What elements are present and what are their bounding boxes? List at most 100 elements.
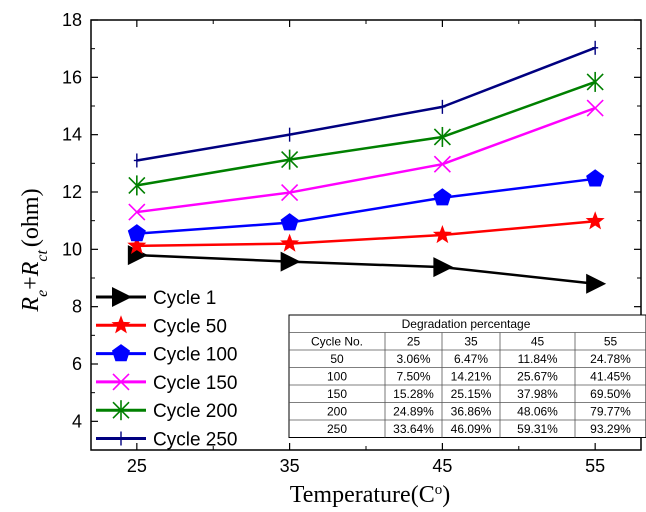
legend-item: Cycle 1 bbox=[96, 287, 216, 309]
marker-stroke bbox=[128, 203, 146, 221]
axis-ticks: 4 6 8 10 12 14 16 18 25 35 45 55 bbox=[62, 10, 641, 476]
table-header-cell: Cycle No. bbox=[311, 335, 363, 349]
series-line bbox=[136, 253, 596, 285]
data-point-marker bbox=[118, 431, 124, 446]
table-header-cell: 25 bbox=[407, 335, 421, 349]
data-point-marker bbox=[133, 153, 140, 168]
y-tick-label: 4 bbox=[72, 411, 82, 431]
data-point-marker bbox=[586, 169, 605, 187]
table-cell: 36.86% bbox=[451, 405, 492, 419]
data-point-marker bbox=[439, 99, 446, 114]
legend-item: Cycle 250 bbox=[96, 430, 238, 451]
table-cell: 100 bbox=[327, 370, 347, 384]
data-point-marker bbox=[280, 233, 300, 252]
series-cycle-250 bbox=[133, 40, 599, 168]
marker-stroke bbox=[586, 99, 604, 117]
y-tick-label: 6 bbox=[72, 354, 82, 374]
table-cell: 25.15% bbox=[451, 387, 492, 401]
series-cycle-100 bbox=[127, 169, 605, 242]
data-point-marker bbox=[281, 149, 299, 170]
table-cell: 15.28% bbox=[393, 387, 434, 401]
data-point-marker bbox=[112, 287, 132, 307]
table-cell: 41.45% bbox=[590, 370, 631, 384]
data-point-marker bbox=[433, 188, 452, 206]
table-header-cell: 35 bbox=[464, 335, 478, 349]
data-point-marker bbox=[127, 224, 146, 242]
y-axis-title: Re+Rct(ohm) bbox=[18, 188, 51, 312]
data-point-marker bbox=[128, 203, 146, 221]
table-cell: 200 bbox=[327, 405, 347, 419]
series-cycle-1 bbox=[127, 245, 607, 294]
table-cell: 7.50% bbox=[396, 370, 430, 384]
series-line bbox=[136, 219, 596, 248]
data-point-marker bbox=[433, 257, 454, 278]
table-cell: 33.64% bbox=[393, 422, 434, 436]
data-point-marker bbox=[586, 273, 607, 294]
table-cell: 250 bbox=[327, 422, 347, 436]
legend-label: Cycle 100 bbox=[153, 345, 238, 366]
table-cell: 24.78% bbox=[590, 352, 631, 366]
data-point-marker bbox=[586, 99, 604, 117]
x-axis-title: Temperature(Co) bbox=[290, 482, 450, 508]
legend-item: Cycle 100 bbox=[96, 344, 238, 366]
table-cell: 6.47% bbox=[454, 352, 488, 366]
data-point-marker bbox=[586, 71, 604, 92]
legend: Cycle 1 Cycle 50 Cycle 100 Cycle 150 Cycle 2… bbox=[96, 287, 238, 451]
table-cell: 14.21% bbox=[451, 370, 492, 384]
degradation-table: Degradation percentage Cycle No. 25 35 45 55 5… bbox=[288, 314, 646, 438]
y-tick-label: 12 bbox=[62, 182, 82, 202]
series-line bbox=[136, 106, 596, 214]
marker-stroke bbox=[281, 184, 299, 202]
data-point-marker bbox=[286, 127, 293, 142]
series-line bbox=[136, 177, 596, 235]
table-cell: 150 bbox=[327, 387, 347, 401]
legend-label: Cycle 150 bbox=[153, 373, 238, 394]
x-tick-label: 55 bbox=[585, 456, 605, 476]
data-point-marker bbox=[585, 211, 605, 230]
table-cell: 59.31% bbox=[517, 422, 558, 436]
data-point-marker bbox=[111, 344, 131, 362]
data-point-marker bbox=[112, 400, 130, 421]
data-point-marker bbox=[280, 213, 299, 231]
legend-label: Cycle 1 bbox=[153, 288, 216, 309]
x-tick-label: 45 bbox=[432, 456, 452, 476]
data-point-marker bbox=[433, 155, 451, 173]
table-cell: 50 bbox=[330, 352, 344, 366]
marker-stroke bbox=[433, 155, 451, 173]
table-cell: 25.67% bbox=[517, 370, 558, 384]
data-point-marker bbox=[127, 235, 147, 254]
data-point-marker bbox=[281, 184, 299, 202]
marker-stroke bbox=[112, 373, 130, 391]
legend-label: Cycle 200 bbox=[153, 401, 238, 422]
series-line bbox=[136, 46, 596, 162]
table-cell: 48.06% bbox=[517, 405, 558, 419]
series-cycle-50 bbox=[127, 211, 605, 254]
x-tick-label: 35 bbox=[280, 456, 300, 476]
table-cell: 93.29% bbox=[590, 422, 631, 436]
y-tick-label: 18 bbox=[62, 10, 82, 30]
legend-label: Cycle 50 bbox=[153, 316, 227, 337]
data-point-marker bbox=[111, 315, 131, 334]
legend-item: Cycle 50 bbox=[96, 315, 227, 337]
x-tick-label: 25 bbox=[127, 456, 147, 476]
table-background bbox=[288, 314, 646, 438]
table-cell: 24.89% bbox=[393, 405, 434, 419]
legend-item: Cycle 150 bbox=[96, 373, 238, 394]
legend-item: Cycle 200 bbox=[96, 400, 238, 422]
series-line bbox=[136, 80, 596, 187]
table-cell: 37.98% bbox=[517, 387, 558, 401]
data-point-marker bbox=[128, 175, 146, 196]
series-cycle-150 bbox=[128, 99, 604, 221]
data-point-marker bbox=[432, 225, 452, 244]
y-tick-label: 14 bbox=[62, 125, 82, 145]
table-header-cell: 45 bbox=[531, 335, 545, 349]
legend-label: Cycle 250 bbox=[153, 430, 238, 451]
data-point-marker bbox=[112, 373, 130, 391]
y-tick-label: 10 bbox=[62, 239, 82, 259]
series-layer bbox=[127, 40, 607, 294]
data-point-marker bbox=[592, 40, 599, 55]
x-axis-title-superscript: o bbox=[435, 482, 443, 498]
table-cell: 46.09% bbox=[451, 422, 492, 436]
table-header-cell: 55 bbox=[604, 335, 618, 349]
